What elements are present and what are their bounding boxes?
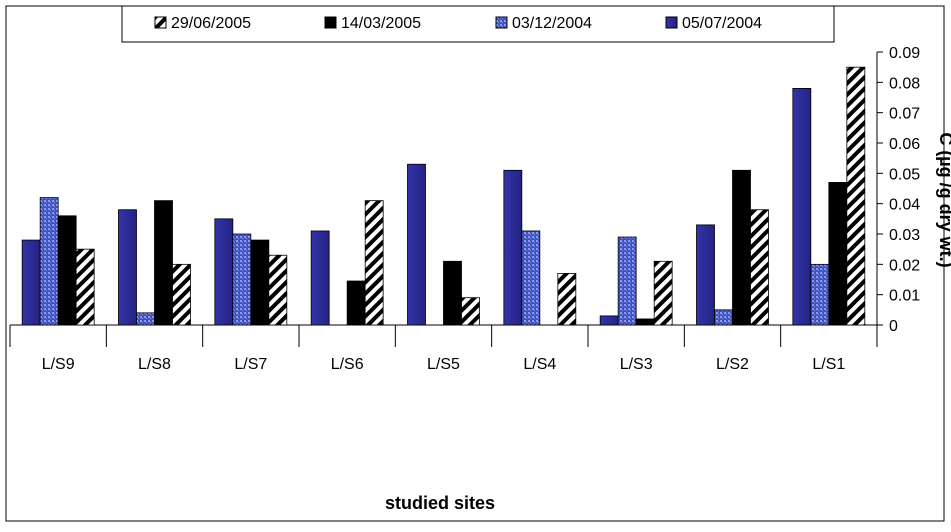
bar [310,230,330,326]
bar [136,312,155,326]
legend-label: 14/03/2005 [341,15,421,32]
x-tick-label: L/S3 [620,356,653,373]
bar [364,200,384,326]
bar [172,263,191,326]
y-tick-label: 0.09 [889,45,920,62]
y-tick-label: 0.03 [889,227,920,244]
legend-swatch [665,16,678,29]
ticks: 0 0.01 0.02 0.03 0.04 0.05 0.06 0.07 0.08 0.09 L/S… [9,45,920,373]
bar [407,163,426,326]
x-tick-label: L/S7 [234,356,267,373]
bar [57,215,77,326]
y-tick-label: 0.07 [889,106,920,123]
x-tick-label: L/S4 [523,356,556,373]
x-axis-label: studied sites [385,493,495,513]
y-tick-label: 0 [889,318,898,335]
legend-swatch [495,16,508,29]
bar [461,297,480,326]
bar [232,233,252,326]
bar [792,88,812,326]
y-tick-label: 0.02 [889,257,920,274]
bar [154,200,173,326]
bar [118,209,137,326]
x-tick-label: L/S6 [331,356,364,373]
bar [75,248,95,326]
bar [750,209,769,326]
legend-label: 03/12/2004 [512,15,592,32]
x-tick-label: L/S1 [812,356,845,373]
x-tick-label: L/S5 [427,356,460,373]
bar [521,230,541,326]
x-tick-label: L/S8 [138,356,171,373]
y-tick-label: 0.04 [889,197,920,214]
bar [503,169,523,326]
bar [346,280,366,326]
bar [557,273,577,326]
bar [714,309,733,326]
bar [828,182,848,326]
bar [810,263,830,326]
legend-label: 29/06/2005 [171,15,251,32]
bar [635,318,655,326]
x-tick-label: L/S9 [42,356,75,373]
bar [599,315,619,326]
bar [443,260,462,326]
bar [250,239,270,326]
x-tick-label: L/S2 [716,356,749,373]
legend-box [121,5,835,43]
bar [39,197,59,326]
y-tick-label: 0.06 [889,136,920,153]
bar [653,260,673,326]
bar [846,66,866,326]
bar [21,239,41,326]
y-axis-label: C (µg /g dry wt.) [936,132,951,267]
y-tick-label: 0.01 [889,288,920,305]
legend-swatch [324,16,337,29]
bar [696,224,715,326]
y-tick-label: 0.08 [889,75,920,92]
bar [617,236,637,326]
y-tick-label: 0.05 [889,166,920,183]
legend-label: 05/07/2004 [682,15,762,32]
bar [732,169,751,326]
bar [268,254,288,326]
bars [21,66,866,326]
legend-swatch [154,16,167,29]
legend: 29/06/2005 14/03/2005 03/12/2004 05/07/2004 [121,5,835,43]
bar [214,218,234,326]
